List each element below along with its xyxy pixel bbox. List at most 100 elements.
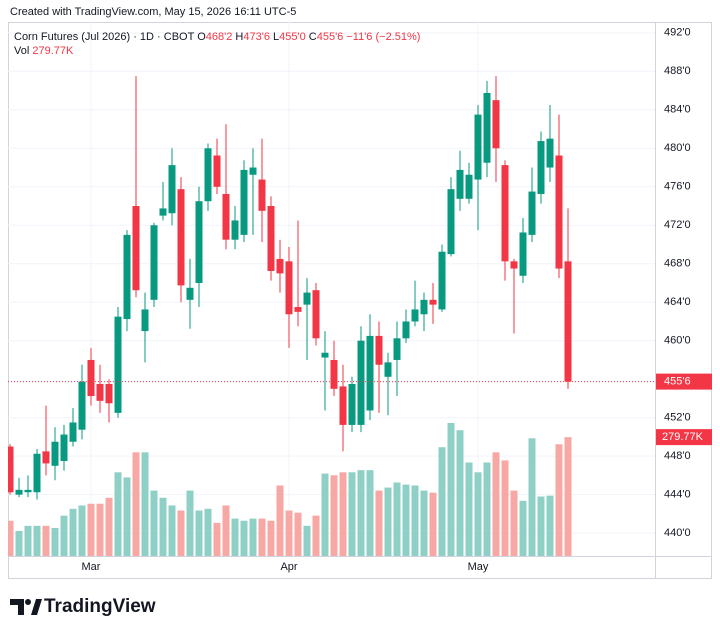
candle-body	[546, 138, 554, 168]
candle-body	[321, 352, 329, 358]
candle-body	[78, 381, 86, 430]
volume-bar	[96, 503, 104, 556]
y-tick-label: 492'0	[664, 27, 691, 39]
volume-bar	[204, 508, 212, 556]
volume-bar	[456, 430, 464, 556]
volume-bar	[384, 487, 392, 556]
candle-body	[393, 338, 401, 360]
volume-bar	[537, 496, 545, 556]
y-tick-label: 452'0	[664, 412, 691, 424]
candle-body	[123, 234, 131, 320]
candle-body	[474, 114, 482, 180]
legend-key: L	[273, 31, 279, 43]
y-tick-label: 472'0	[664, 219, 691, 231]
volume-bar	[285, 510, 293, 556]
volume-bar	[231, 518, 239, 556]
candles	[8, 76, 655, 500]
candle-body	[366, 335, 374, 411]
legend-change: −11'6 (−2.51%)	[346, 31, 420, 43]
volume-bar	[105, 497, 113, 556]
candle-body	[555, 155, 563, 269]
candle-body	[312, 290, 320, 339]
legend-key: H	[235, 31, 243, 43]
legend-value: 468'2	[206, 31, 233, 43]
volume-bar	[8, 520, 14, 556]
x-tick-label: May	[468, 561, 489, 573]
volume-bar	[321, 473, 329, 556]
candle-body	[141, 309, 149, 332]
header: Created with TradingView.com, May 15, 20…	[10, 6, 296, 18]
y-tick-label: 460'0	[664, 335, 691, 347]
candle-body	[51, 441, 59, 466]
volume-bar	[78, 505, 86, 556]
volume-bar	[186, 490, 194, 556]
legend-value: 473'6	[243, 31, 270, 43]
volume-bar	[519, 500, 527, 556]
candle-body	[456, 169, 464, 199]
candle-body	[384, 362, 392, 377]
x-tick-label: Mar	[82, 561, 101, 573]
candle-body	[168, 165, 176, 214]
y-tick-label: 464'0	[664, 296, 691, 308]
volume-bar	[375, 490, 383, 556]
candle-body	[294, 307, 302, 312]
x-tick-label: Apr	[280, 561, 297, 573]
volume-bar	[402, 484, 410, 556]
candle-body	[33, 453, 41, 493]
volume-bar	[564, 437, 572, 556]
candle-body	[492, 100, 500, 149]
volume-bar	[276, 485, 284, 556]
candle-body	[24, 489, 32, 493]
candle-body	[447, 189, 455, 255]
price-tag-label: 455'6	[664, 376, 691, 388]
volume-tag	[656, 429, 712, 446]
candle-body	[429, 299, 437, 305]
candle-body	[303, 292, 311, 305]
volume-bar	[366, 470, 374, 556]
volume-bar	[177, 510, 185, 556]
volume-bar	[411, 485, 419, 556]
volume-bar	[429, 492, 437, 556]
volume-bar	[240, 520, 248, 556]
legend-key: C	[309, 31, 317, 43]
candle-body	[42, 451, 50, 464]
volume-bar	[87, 503, 95, 556]
candle-body	[159, 208, 167, 216]
logo-icon	[25, 599, 31, 605]
candle-body	[285, 261, 293, 315]
volume-bar	[465, 462, 473, 556]
candle-body	[249, 167, 257, 175]
candle-body	[357, 340, 365, 425]
volume-bar	[501, 460, 509, 556]
volume-bar	[24, 525, 32, 556]
volume-bar	[312, 515, 320, 556]
legend-symbol: Corn Futures (Jul 2026) · 1D · CBOT	[14, 31, 195, 43]
volume-bar	[159, 497, 167, 556]
price-tag	[656, 373, 712, 390]
candle-body	[420, 299, 428, 315]
candle-body	[258, 179, 266, 211]
legend-value: 455'0	[279, 31, 306, 43]
volume-bar	[483, 462, 491, 556]
volume-bar	[51, 527, 59, 556]
volume-bar	[510, 490, 518, 556]
volume-bar	[168, 505, 176, 556]
candle-body	[105, 384, 113, 404]
volume-bar	[195, 510, 203, 556]
volume-bar	[357, 470, 365, 556]
candle-body	[150, 225, 158, 300]
volume-bar	[294, 512, 302, 556]
candle-body	[402, 321, 410, 339]
volume-bar	[258, 518, 266, 556]
candle-body	[348, 384, 356, 425]
volume-bar	[150, 490, 158, 556]
candle-body	[483, 92, 491, 163]
candle-body	[240, 169, 248, 235]
candle-body	[276, 258, 284, 274]
volume-bar	[114, 472, 122, 556]
volume-bar	[438, 447, 446, 556]
volume-bar	[330, 475, 338, 556]
candle-body	[8, 446, 14, 493]
candle-body	[528, 191, 536, 235]
y-tick-label: 476'0	[664, 181, 691, 193]
